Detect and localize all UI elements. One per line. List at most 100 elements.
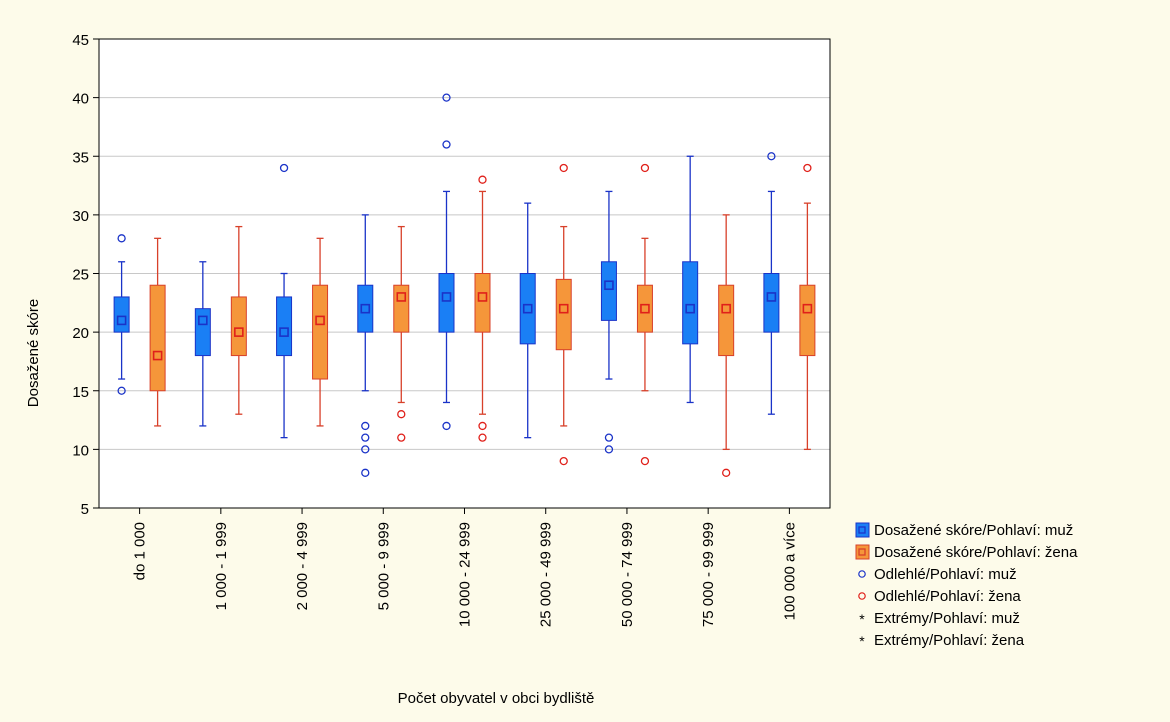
iqr-box <box>438 273 455 333</box>
x-axis-label: Počet obyvatel v obci bydliště <box>398 690 595 707</box>
box-žena-8 <box>799 163 816 451</box>
median-marker <box>198 315 208 326</box>
box-muž-2 <box>276 163 293 439</box>
box-muž-8 <box>763 152 780 415</box>
iqr-box <box>636 284 653 333</box>
outlier-point <box>361 468 370 477</box>
median-marker <box>640 303 650 314</box>
outlier-point <box>442 140 451 149</box>
median-marker <box>279 327 289 337</box>
box-žena-1 <box>230 225 247 415</box>
outlier-point <box>442 93 451 102</box>
outlier-point <box>640 163 650 173</box>
median-marker <box>558 303 569 314</box>
legend-label: Dosažené skóre/Pohlaví: žena <box>874 544 1078 561</box>
outlier-point <box>640 456 650 466</box>
iqr-box <box>312 284 329 380</box>
legend-label: Odlehlé/Pohlaví: žena <box>874 588 1021 605</box>
legend-item: * Extrémy/Pohlaví: žena <box>859 632 1024 649</box>
iqr-box <box>600 261 617 321</box>
legend-circle-swatch <box>858 570 866 578</box>
outlier-point <box>478 175 487 184</box>
y-tick-label: 45 <box>72 32 89 49</box>
x-tick-label: 100 000 a více <box>781 522 798 620</box>
iqr-box <box>718 284 735 357</box>
y-tick-label: 40 <box>72 91 89 108</box>
outlier-point <box>361 433 370 442</box>
outlier-point <box>767 152 776 161</box>
median-marker <box>116 315 127 326</box>
outlier-point <box>559 456 568 466</box>
outlier-point <box>397 410 406 419</box>
box-muž-4 <box>438 93 455 431</box>
median-marker <box>441 292 452 302</box>
box-series <box>113 93 816 477</box>
legend-box-swatch <box>855 544 870 560</box>
legend-label: Extrémy/Pohlaví: muž <box>874 610 1020 627</box>
median-marker <box>604 280 614 291</box>
legend: Dosažené skóre/Pohlaví: muž Dosažené skór… <box>855 522 1078 649</box>
box-muž-7 <box>682 155 699 404</box>
outlier-point <box>604 445 614 454</box>
legend-median-swatch <box>858 548 866 556</box>
iqr-box <box>799 284 816 357</box>
iqr-box <box>519 273 536 345</box>
x-tick-label: 50 000 - 74 999 <box>619 522 636 627</box>
legend-item: Odlehlé/Pohlaví: žena <box>858 588 1021 605</box>
y-tick-label: 15 <box>72 384 89 401</box>
outlier-point <box>117 386 126 395</box>
y-tick-label: 30 <box>72 208 89 225</box>
x-tick-label: 75 000 - 99 999 <box>700 522 717 627</box>
legend-median-swatch <box>858 526 866 534</box>
outlier-point <box>361 445 370 454</box>
median-marker <box>721 303 731 314</box>
x-tick-label: 10 000 - 24 999 <box>457 522 474 627</box>
median-marker <box>234 327 244 337</box>
outlier-point <box>478 421 487 431</box>
median-marker <box>315 315 325 326</box>
outlier-point <box>559 163 568 173</box>
median-marker <box>766 292 777 302</box>
legend-item: Dosažené skóre/Pohlaví: žena <box>855 544 1078 561</box>
box-žena-3 <box>393 225 410 442</box>
outlier-point <box>442 421 451 431</box>
box-žena-6 <box>636 163 653 466</box>
x-tick-label: 25 000 - 49 999 <box>538 522 555 627</box>
y-tick-label: 5 <box>81 501 89 518</box>
legend-box-swatch <box>855 522 870 538</box>
box-žena-5 <box>555 163 572 466</box>
legend-item: Odlehlé/Pohlaví: muž <box>858 566 1017 583</box>
outlier-point <box>397 433 406 442</box>
outlier-point <box>478 433 487 442</box>
iqr-box <box>149 284 166 392</box>
median-marker <box>685 303 695 314</box>
x-tick-label: do 1 000 <box>132 522 149 580</box>
outlier-point <box>722 468 731 477</box>
y-axis-label: Dosažené skóre <box>25 299 42 407</box>
legend-circle-swatch <box>858 592 866 600</box>
outlier-point <box>279 163 289 173</box>
iqr-box <box>474 273 491 333</box>
median-marker <box>360 303 371 314</box>
x-tick-label: 5 000 - 9 999 <box>375 522 392 610</box>
median-marker <box>522 303 533 314</box>
iqr-box <box>230 296 247 357</box>
outlier-point <box>803 163 812 173</box>
legend-asterisk-swatch: * <box>859 633 865 649</box>
iqr-box <box>276 296 293 357</box>
y-axis-ticks: 5 10 15 20 25 30 35 40 45 <box>72 32 99 518</box>
median-marker <box>396 292 407 302</box>
legend-label: Odlehlé/Pohlaví: muž <box>874 566 1017 583</box>
median-marker <box>152 350 163 361</box>
box-muž-3 <box>357 214 374 477</box>
box-žena-2 <box>312 237 329 427</box>
y-tick-label: 10 <box>72 442 89 459</box>
legend-item: Dosažené skóre/Pohlaví: muž <box>855 522 1073 539</box>
median-marker <box>477 292 488 302</box>
iqr-box <box>113 296 130 333</box>
box-žena-4 <box>474 175 491 442</box>
legend-asterisk-swatch: * <box>859 611 865 627</box>
grid-lines <box>99 97 830 450</box>
y-tick-label: 25 <box>72 267 89 284</box>
